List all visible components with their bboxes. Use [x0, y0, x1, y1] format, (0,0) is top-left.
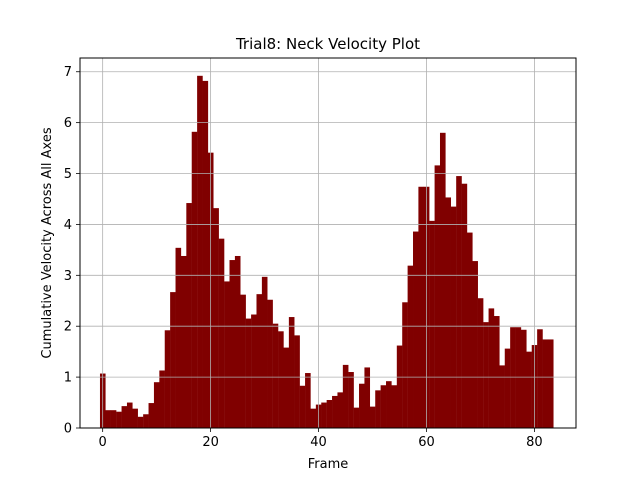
x-axis-label: Frame [308, 457, 349, 472]
bar [510, 327, 516, 428]
bar [418, 186, 424, 428]
bar [148, 403, 155, 428]
bar [132, 408, 138, 428]
bar [299, 385, 306, 428]
bar [256, 294, 263, 428]
bar [547, 339, 554, 428]
bar [380, 385, 387, 428]
bar [278, 331, 284, 428]
axis-ticks: 0 20 40 60 80 0 1 2 3 4 5 6 7 [64, 65, 543, 450]
bar [439, 132, 446, 428]
bar [332, 395, 338, 428]
bar [251, 314, 257, 428]
bar [488, 308, 495, 428]
bar [186, 203, 192, 428]
bar [116, 411, 122, 428]
chart-title: Trial8: Neck Velocity Plot [235, 35, 420, 53]
bar [359, 383, 365, 428]
x-tick-label: 20 [202, 435, 219, 450]
bar [229, 260, 236, 428]
bar [364, 367, 371, 428]
bar [272, 323, 279, 428]
bar [499, 365, 505, 428]
bar [310, 408, 317, 428]
bar [413, 231, 419, 428]
bar [213, 208, 219, 428]
plot-frame [79, 57, 577, 429]
bar [202, 80, 209, 429]
x-tick-label: 80 [526, 435, 543, 450]
y-tick-label: 7 [64, 65, 72, 80]
y-tick-label: 2 [64, 320, 72, 335]
bar [504, 348, 511, 428]
bar [137, 416, 144, 428]
bar [288, 317, 295, 428]
bar [267, 299, 273, 428]
bar [526, 351, 532, 428]
bar [234, 255, 241, 428]
bar [483, 322, 489, 428]
bar [245, 318, 252, 428]
bar [153, 382, 160, 428]
bar [197, 75, 203, 428]
bar [126, 402, 133, 428]
bar [369, 406, 376, 428]
bar [461, 183, 468, 428]
bar [445, 197, 451, 428]
bar [240, 294, 246, 428]
x-tick-label: 60 [418, 435, 435, 450]
y-tick-label: 4 [64, 218, 72, 233]
bar [402, 302, 408, 428]
bar [110, 410, 117, 428]
bar [218, 238, 225, 428]
bars [99, 75, 554, 429]
bar [159, 370, 165, 428]
bar [472, 261, 478, 428]
bar [353, 407, 360, 428]
bar [191, 131, 198, 429]
x-tick-label: 40 [310, 435, 327, 450]
bar [493, 316, 500, 428]
bar [326, 400, 333, 428]
y-axis-label: Cumulative Velocity Across All Axes [40, 127, 55, 358]
bar [520, 329, 527, 428]
y-tick-label: 1 [64, 371, 72, 386]
bar [342, 364, 349, 428]
bar [407, 265, 414, 428]
bar [466, 232, 473, 428]
y-tick-label: 3 [64, 269, 72, 284]
bar [321, 402, 327, 428]
bar [121, 406, 128, 428]
bar [477, 298, 484, 428]
bar [261, 276, 268, 428]
bar [224, 281, 230, 428]
bar [337, 392, 344, 428]
bar [283, 347, 290, 428]
bar [537, 329, 543, 428]
bar [305, 373, 311, 428]
bar [391, 385, 398, 428]
bar [450, 206, 457, 428]
bar [375, 390, 381, 428]
y-tick-label: 0 [64, 422, 72, 437]
bar [429, 220, 435, 428]
x-tick-label: 0 [99, 435, 107, 450]
bar [456, 176, 462, 428]
bar [143, 414, 149, 428]
bar [294, 335, 300, 428]
bar [542, 339, 549, 428]
y-tick-label: 5 [64, 167, 72, 182]
bar [396, 345, 403, 428]
bar [515, 327, 522, 428]
bar [434, 165, 441, 428]
bar [105, 410, 111, 428]
y-tick-label: 6 [64, 116, 72, 131]
bar [348, 372, 354, 428]
bar [170, 292, 176, 428]
bar [164, 330, 171, 428]
bar [180, 255, 187, 428]
bar [386, 381, 392, 428]
bar [175, 247, 182, 428]
